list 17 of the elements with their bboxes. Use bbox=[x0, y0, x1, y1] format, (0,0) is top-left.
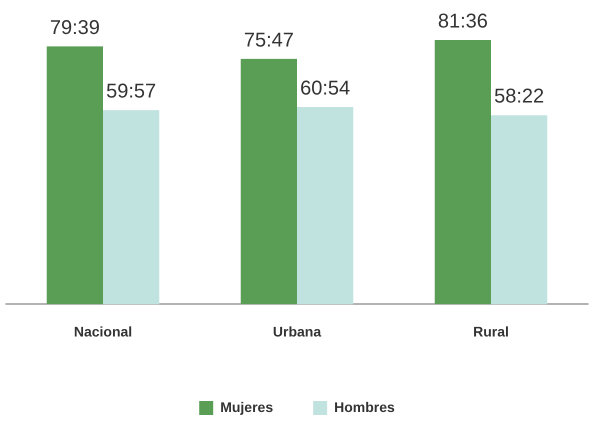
bar bbox=[240, 58, 297, 304]
bar bbox=[491, 115, 548, 304]
data-label: 81:36 bbox=[438, 10, 488, 33]
data-label: 79:39 bbox=[50, 16, 100, 39]
bar bbox=[434, 40, 491, 304]
bar bbox=[46, 46, 103, 304]
bar bbox=[297, 107, 354, 304]
x-tick-label: Nacional bbox=[74, 323, 132, 340]
legend-label: Hombres bbox=[334, 398, 396, 415]
data-label: 58:22 bbox=[494, 86, 544, 108]
data-label: 75:47 bbox=[244, 29, 294, 52]
legend-label: Mujeres bbox=[220, 398, 274, 415]
x-tick-label: Rural bbox=[473, 323, 509, 340]
data-label: 60:54 bbox=[300, 78, 350, 100]
x-tick-label: Urbana bbox=[272, 323, 322, 340]
data-label: 59:57 bbox=[106, 80, 156, 103]
bar bbox=[103, 110, 160, 304]
